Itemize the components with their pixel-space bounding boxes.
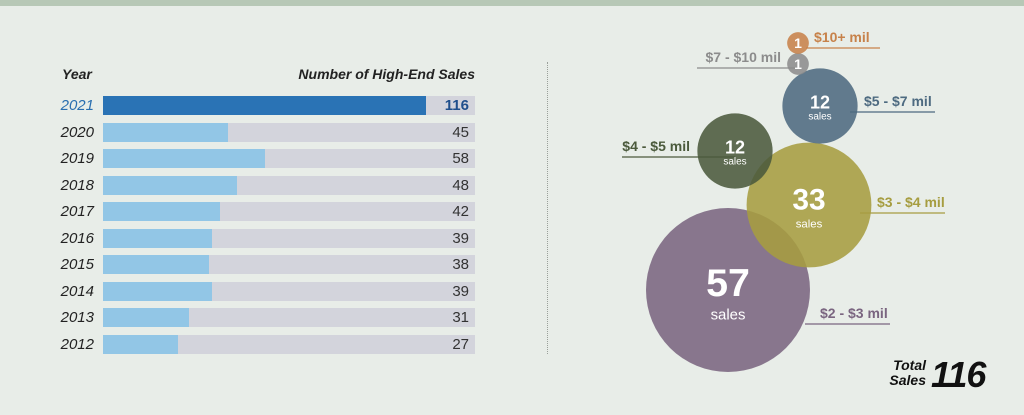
year-label-2018: 2018 [60,176,94,194]
bubble-value-range-2: 12 [725,138,745,158]
bar-value-2015: 38 [452,256,469,273]
bubble-unit-range-2: sales [723,157,746,168]
bar-value-2018: 48 [452,176,469,194]
year-label-2012: 2012 [60,335,94,353]
bar-track-2019: 58 [103,149,475,168]
section-divider [547,62,548,354]
bubble-value-range-3: 12 [810,93,830,113]
year-label-2019: 2019 [60,150,94,167]
bar-value-2020: 45 [452,123,469,141]
bar-2017 [103,202,220,221]
year-label-2013: 2013 [60,309,94,326]
bar-value-2016: 39 [452,229,469,247]
total-label-line1: Total [893,357,926,373]
year-label-2015: 2015 [60,256,94,273]
bar-track-2012: 27 [103,334,475,354]
bar-2019 [103,149,265,168]
range-label-range-4: $7 - $10 mil [706,49,782,65]
bar-value-2021: 116 [444,97,469,114]
bar-value-2017: 42 [452,203,469,220]
bubble-range-5 [787,32,809,54]
range-label-range-0: $2 - $3 mil [820,305,888,321]
bubble-range-1 [746,142,872,268]
bar-track-2016: 39 [103,228,475,248]
bar-track-2017: 42 [103,202,475,221]
yearly-sales-bar-chart: 2021 116 2020 45 2019 58 2018 48 2017 42 2016 39 201… [60,96,475,354]
bar-2015 [103,255,209,274]
bar-value-2013: 31 [452,309,469,326]
bubble-unit-range-3: sales [808,112,831,123]
bubble-range-2 [697,113,773,189]
total-sales-label: Total Sales [870,358,926,388]
bar-2021 [103,96,426,115]
bar-2020 [103,122,229,142]
bar-track-2018: 48 [103,175,475,195]
bar-track-2020: 45 [103,122,475,142]
bar-2014 [103,281,212,301]
range-label-range-3: $5 - $7 mil [864,93,932,109]
bar-value-2012: 27 [452,335,469,353]
bar-value-2014: 39 [452,282,469,300]
bar-2018 [103,175,237,195]
bar-track-2013: 31 [103,308,475,327]
bubble-range-4 [787,53,809,75]
year-label-2021: 2021 [60,97,94,114]
bubble-value-range-4: 1 [794,56,802,72]
bar-value-2019: 58 [452,150,469,167]
bubble-range-3 [782,68,858,144]
bar-2016 [103,228,212,248]
bubble-value-range-5: 1 [794,35,802,51]
bar-track-2015: 38 [103,255,475,274]
bar-track-2014: 39 [103,281,475,301]
total-sales-value: 116 [931,354,986,395]
top-accent-bar [0,0,1024,6]
range-label-range-5: $10+ mil [814,29,870,45]
price-range-bubble-chart: $2 - $3 mil 57 sales $3 - $4 mil 33 sales $4 -… [622,29,945,372]
total-label-line2: Sales [889,372,926,388]
year-label-2020: 2020 [60,123,94,141]
bubble-unit-range-0: sales [711,307,746,324]
year-label-2017: 2017 [60,203,94,220]
year-column-header: Year [62,66,92,82]
bar-track-2021: 116 [103,96,475,115]
bubble-unit-range-1: sales [796,218,823,230]
sales-column-header: Number of High-End Sales [298,66,475,82]
bar-2012 [103,334,179,354]
bubble-value-range-0: 57 [706,261,750,305]
bubble-value-range-1: 33 [792,183,825,216]
bar-2013 [103,308,190,327]
year-label-2016: 2016 [60,229,94,247]
range-label-range-2: $4 - $5 mil [622,138,690,154]
year-label-2014: 2014 [60,282,94,300]
range-label-range-1: $3 - $4 mil [877,194,945,210]
